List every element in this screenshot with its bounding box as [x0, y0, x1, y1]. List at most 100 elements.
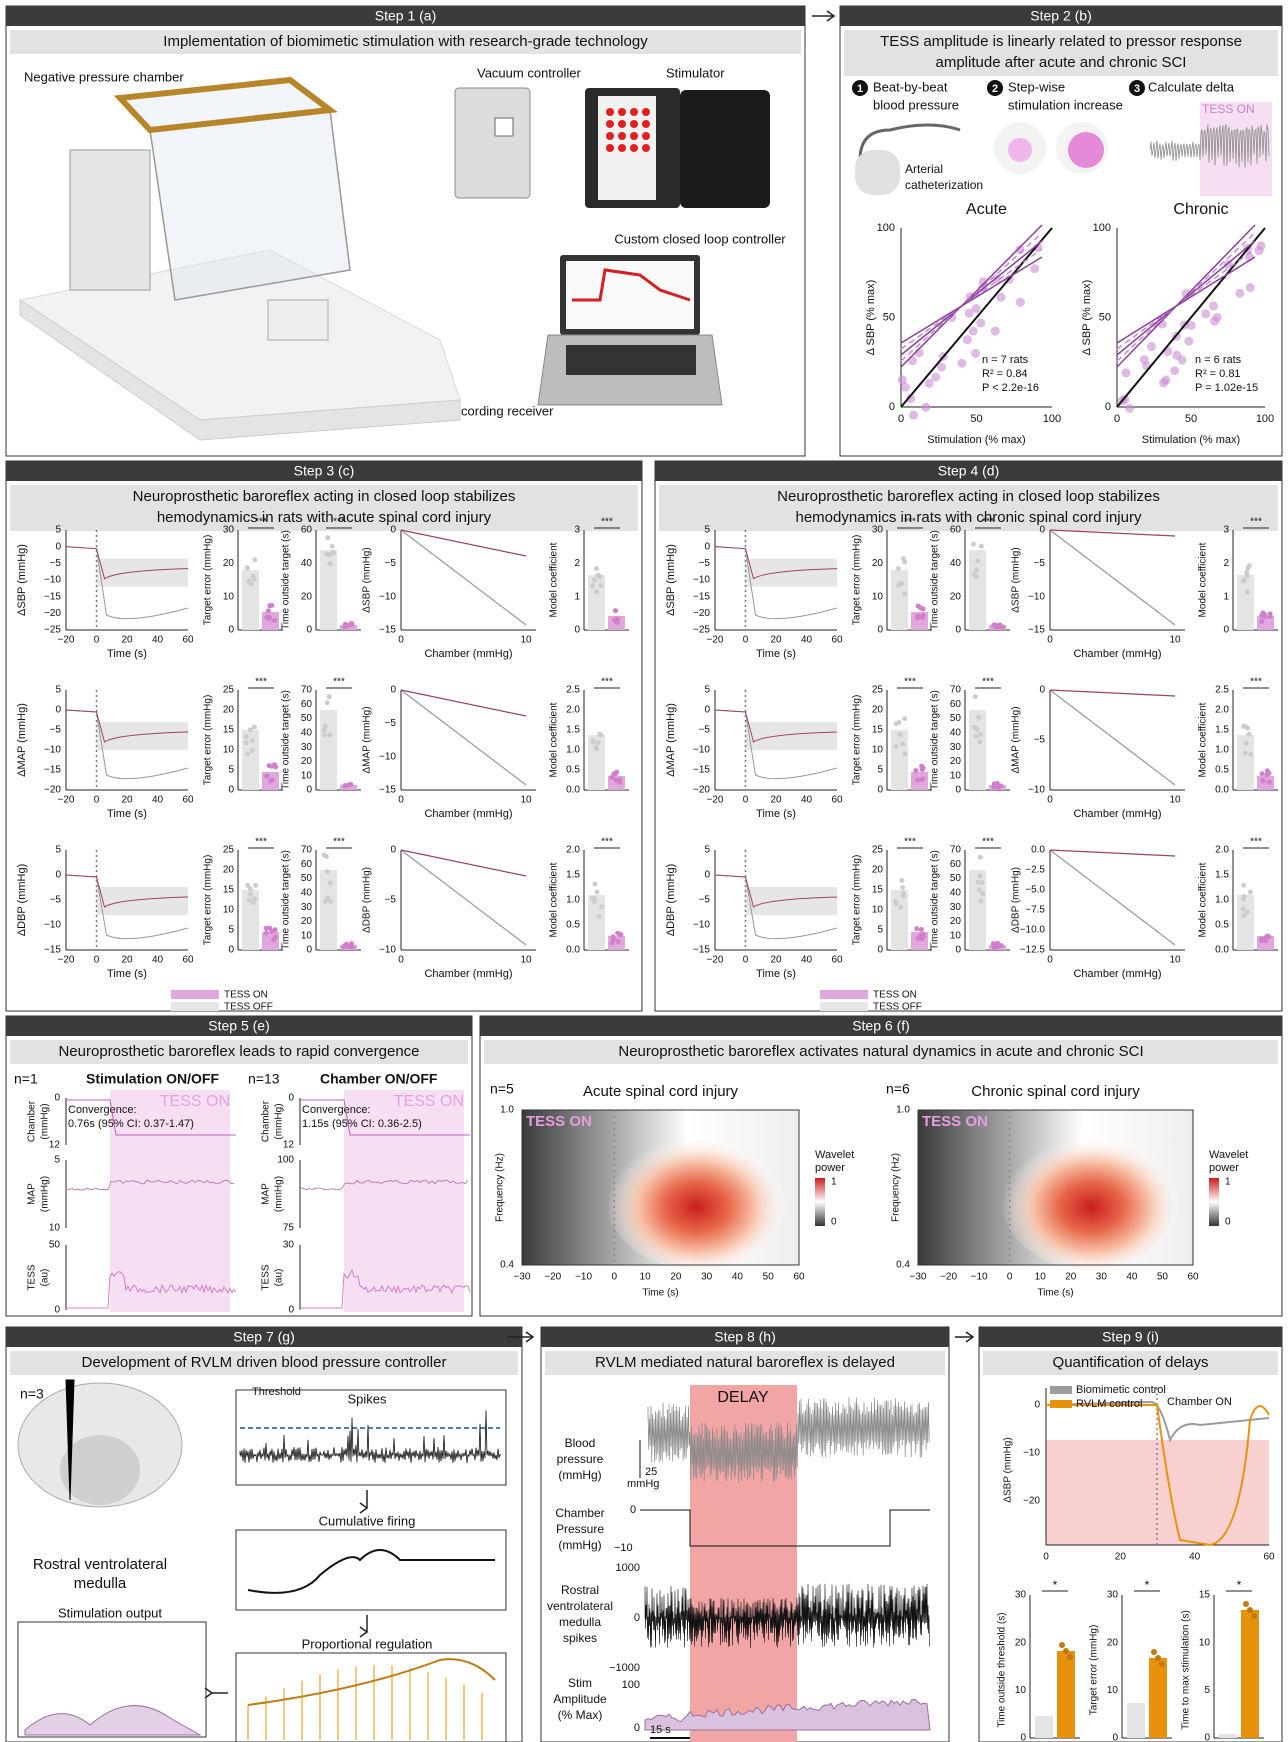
bar-off — [320, 710, 337, 790]
sig-mark: *** — [904, 517, 916, 528]
bar-rvlm — [1241, 1610, 1259, 1738]
bar-dot — [323, 899, 328, 904]
y-axis-label: ΔMAP (mmHg) — [16, 703, 28, 777]
bar-dot — [979, 544, 984, 549]
bar-dot — [898, 581, 903, 586]
y-tick-label: −5 — [385, 895, 397, 906]
y-tick-label: −5 — [385, 558, 397, 569]
x-tick-label: 40 — [152, 955, 164, 966]
y-tick-label: 20 — [872, 865, 884, 876]
sig-mark: *** — [1250, 677, 1262, 688]
y-tick-label: 10 — [872, 745, 884, 756]
y-tick-label: 70 — [950, 845, 962, 856]
panel-header-text: Step 6 (f) — [852, 1018, 910, 1034]
bar-dot — [328, 899, 333, 904]
x-tick-label: 10 — [520, 955, 532, 966]
y-tick-label: 12 — [283, 1140, 295, 1151]
y-tick-label: −5 — [50, 725, 62, 736]
x-tick-label: −10 — [575, 1272, 592, 1283]
bar-dot — [901, 893, 906, 898]
y-tick-label: 0 — [955, 785, 961, 796]
y-tick-label: 2.5 — [566, 685, 580, 696]
y-tick-label: 50 — [883, 311, 895, 323]
colorbar-tick: 1 — [1225, 1177, 1231, 1188]
sig-mark: *** — [333, 837, 345, 848]
label: Threshold — [252, 1386, 301, 1398]
x-tick-label: 10 — [640, 1272, 652, 1283]
label: Convergence: — [302, 1104, 371, 1116]
bar-dot — [894, 721, 899, 726]
bar-dot — [1267, 780, 1272, 785]
y-tick-label: 0 — [1223, 625, 1229, 636]
x-tick-label: 30 — [701, 1272, 713, 1283]
y-tick-label: 0.5 — [566, 920, 580, 931]
bar-dot — [901, 556, 906, 561]
bar-dot — [913, 768, 918, 773]
bar-dot — [252, 557, 257, 562]
y-tick-label: 2.0 — [1215, 705, 1229, 716]
panel-header-text: Step 8 (h) — [714, 1329, 775, 1345]
panel-title: RVLM mediated natural baroreflex is dela… — [595, 1354, 895, 1371]
bar-dot — [325, 700, 330, 705]
bar-dot — [1245, 910, 1250, 915]
y-tick-label: 2 — [574, 558, 580, 569]
y-tick-label: 0 — [390, 525, 396, 536]
y-tick-label: 10 — [950, 930, 962, 941]
y-tick-label: 0 — [955, 945, 961, 956]
y-tick-label: −5 — [699, 558, 711, 569]
step-number-text: 2 — [992, 83, 998, 95]
bar-dot — [1241, 579, 1246, 584]
electrode — [642, 108, 650, 116]
bar-dot — [592, 577, 597, 582]
panel-header-text: Step 1 (a) — [375, 8, 436, 24]
bar-dot — [248, 727, 253, 732]
y-axis-label: ΔSBP (mmHg) — [1003, 1437, 1014, 1502]
x-tick-label: 20 — [1065, 1272, 1077, 1283]
label: 100 — [622, 1679, 640, 1691]
sig-mark: *** — [601, 517, 613, 528]
y-tick-label: 3 — [574, 525, 580, 536]
y-tick-label: 10 — [950, 770, 962, 781]
sig-mark: *** — [1250, 517, 1262, 528]
panel-title: Implementation of biomimetic stimulation… — [163, 33, 648, 50]
bar-dot — [1251, 1613, 1257, 1619]
x-tick-label: −20 — [58, 795, 75, 806]
tess-on-label: TESS ON — [394, 1093, 464, 1110]
x-tick-label: 40 — [1126, 1272, 1138, 1283]
x-tick-label: 20 — [1115, 1552, 1127, 1563]
x-tick-label: 0 — [743, 955, 749, 966]
y-tick-label: 50 — [1099, 311, 1111, 323]
label: TESS ON — [1202, 102, 1255, 116]
stimulator-body — [680, 90, 770, 208]
y-tick-label: 5 — [55, 685, 61, 696]
bar-dot — [250, 738, 255, 743]
panel-title: Development of RVLM driven blood pressur… — [82, 1354, 447, 1371]
electrode — [630, 132, 638, 140]
bar-dot — [328, 561, 333, 566]
bar-dot — [976, 715, 981, 720]
bar-dot — [322, 733, 327, 738]
legend-text: TESS ON — [873, 990, 917, 1001]
y-tick-label: 2.0 — [566, 845, 580, 856]
y-tick-label: 30 — [950, 902, 962, 913]
bar-dot — [920, 615, 925, 620]
x-axis-label: Time (s) — [642, 1288, 678, 1299]
y-tick-label: 5 — [704, 685, 710, 696]
label: medulla — [74, 1575, 127, 1592]
y-tick-label: 10 — [301, 770, 313, 781]
x-tick-label: −20 — [58, 955, 75, 966]
y-tick-label: 2.5 — [1215, 685, 1229, 696]
x-tick-label: −20 — [707, 635, 724, 646]
electrode — [618, 144, 626, 152]
regulation-box — [236, 1653, 506, 1742]
y-tick-label: 0 — [574, 625, 580, 636]
y-tick-label: 0 — [55, 705, 61, 716]
y-tick-label: 60 — [950, 525, 962, 536]
bar-dot — [921, 934, 926, 939]
bar-dot — [342, 624, 347, 629]
y-tick-label: 5 — [704, 525, 710, 536]
x-tick-label: 20 — [770, 635, 782, 646]
bar-dot — [325, 869, 330, 874]
bar-dot — [902, 591, 907, 596]
label: Proportional regulation — [302, 1636, 433, 1651]
